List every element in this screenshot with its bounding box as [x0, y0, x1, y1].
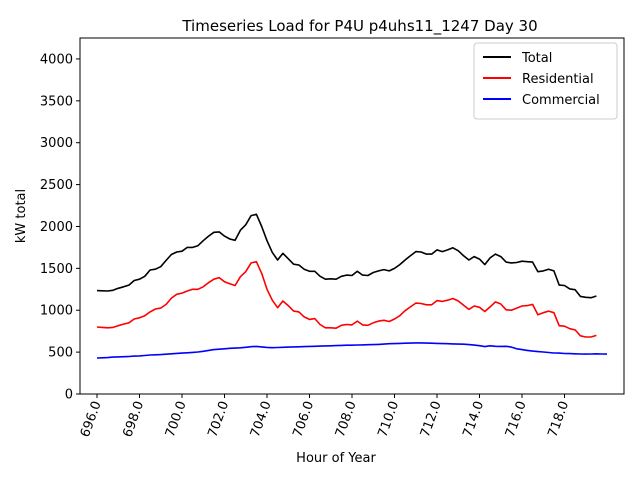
legend-label-residential: Residential	[522, 72, 594, 87]
y-axis-label: kW total	[14, 189, 29, 243]
y-tick-label: 500	[48, 346, 73, 361]
y-tick-label: 4000	[40, 52, 73, 67]
y-tick-label: 1500	[40, 262, 73, 277]
legend: Total Residential Commercial	[473, 42, 618, 120]
legend-label-total: Total	[521, 51, 552, 66]
y-tick-label: 0	[65, 388, 73, 403]
y-tick-label: 2000	[40, 220, 73, 235]
y-tick-label: 3000	[40, 136, 73, 151]
x-axis-label: Hour of Year	[296, 451, 376, 466]
y-tick-label: 2500	[40, 178, 73, 193]
series-line-total	[96, 213, 597, 299]
chart-title: Timeseries Load for P4U p4uhs11_1247 Day…	[181, 17, 537, 36]
y-tick-label: 3500	[40, 94, 73, 109]
series-line-commercial	[96, 342, 608, 359]
y-tick-label: 1000	[40, 304, 73, 319]
legend-label-commercial: Commercial	[522, 93, 600, 108]
series-line-residential	[96, 260, 597, 338]
